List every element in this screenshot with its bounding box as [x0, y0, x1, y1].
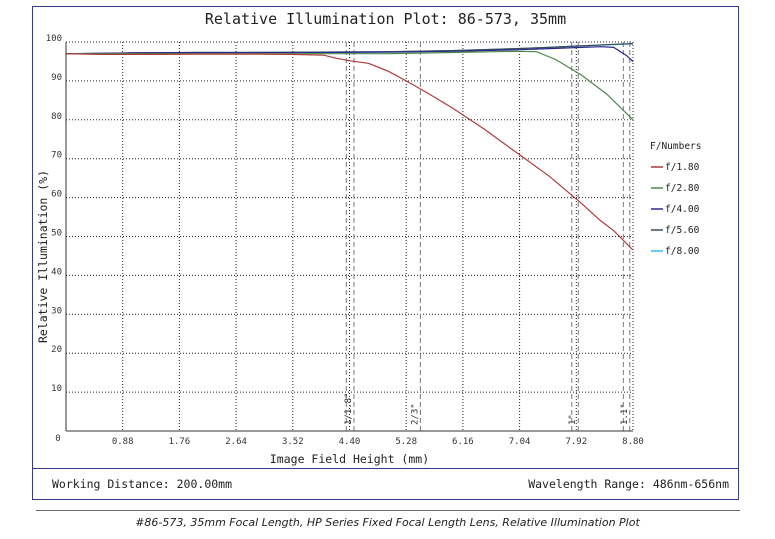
- x-tick-label-5.28: 5.28: [395, 437, 417, 447]
- x-tick-label-7.92: 7.92: [565, 437, 587, 447]
- footer-divider: [32, 468, 739, 469]
- series-line-f180: [65, 53, 634, 251]
- y-axis-title: Relative Illumination (%): [36, 170, 50, 343]
- x-tick-label-4.40: 4.40: [339, 437, 361, 447]
- figure-caption: #86-573, 35mm Focal Length, HP Series Fi…: [135, 516, 640, 529]
- legend-title: F/Numbers: [650, 141, 701, 152]
- y-tick-label-30: 30: [51, 306, 62, 316]
- wavelength-range-label: Wavelength Range: 486nm-656nm: [528, 477, 729, 491]
- legend-label-f560: f/5.60: [665, 225, 700, 236]
- legend-label-f800: f/8.00: [665, 246, 700, 257]
- sensor-marker-layer: 1/1.8" 2/3" 1" 1.1": [344, 42, 631, 431]
- legend-label-f180: f/1.80: [665, 162, 700, 173]
- grid-layer: [66, 41, 634, 431]
- y-tick-label-20: 20: [51, 345, 62, 355]
- sensor-marker-label-1: 2/3": [410, 403, 420, 425]
- chart-title: Relative Illumination Plot: 86-573, 35mm: [204, 10, 567, 28]
- x-tick-label-0.88: 0.88: [112, 437, 134, 447]
- sensor-marker-label-3: 1.1": [620, 403, 630, 425]
- axis-layer: 10 20 30 40 50 60 70 80 90 100 0.88 1.76 2.64 3.52 4.4…: [36, 34, 644, 466]
- series-line-f400: [65, 46, 634, 62]
- x-tick-label-1.76: 1.76: [169, 437, 191, 447]
- y-tick-label-70: 70: [51, 151, 62, 161]
- x-axis-title: Image Field Height (mm): [270, 452, 429, 466]
- working-distance-label: Working Distance: 200.00mm: [52, 477, 233, 491]
- y-tick-label-50: 50: [51, 229, 62, 239]
- x-tick-label-2.64: 2.64: [225, 437, 247, 447]
- caption-rule: [36, 510, 740, 511]
- y-tick-label-60: 60: [51, 190, 62, 200]
- y-tick-label-40: 40: [51, 267, 62, 277]
- legend-layer: F/Numbers f/1.80 f/2.80 f/4.00 f/5.60 f/8.00: [650, 141, 701, 257]
- y-tick-label-80: 80: [51, 112, 62, 122]
- series-layer: [65, 43, 634, 251]
- y-tick-label-90: 90: [51, 73, 62, 83]
- plot-frame: [32, 6, 739, 500]
- sensor-marker-label-0: 1/1.8": [344, 392, 354, 425]
- x-tick-label-8.80: 8.80: [622, 437, 644, 447]
- y-tick-label-10: 10: [51, 384, 62, 394]
- legend-label-f280: f/2.80: [665, 183, 700, 194]
- x-tick-label-6.16: 6.16: [452, 437, 474, 447]
- sensor-marker-label-2: 1": [568, 414, 578, 425]
- legend-label-f400: f/4.00: [665, 204, 700, 215]
- series-line-f280: [66, 50, 634, 121]
- y-tick-label-100: 100: [46, 34, 62, 44]
- x-tick-label-7.04: 7.04: [509, 437, 531, 447]
- x-tick-label-3.52: 3.52: [282, 437, 304, 447]
- origin-label: 0: [55, 434, 60, 444]
